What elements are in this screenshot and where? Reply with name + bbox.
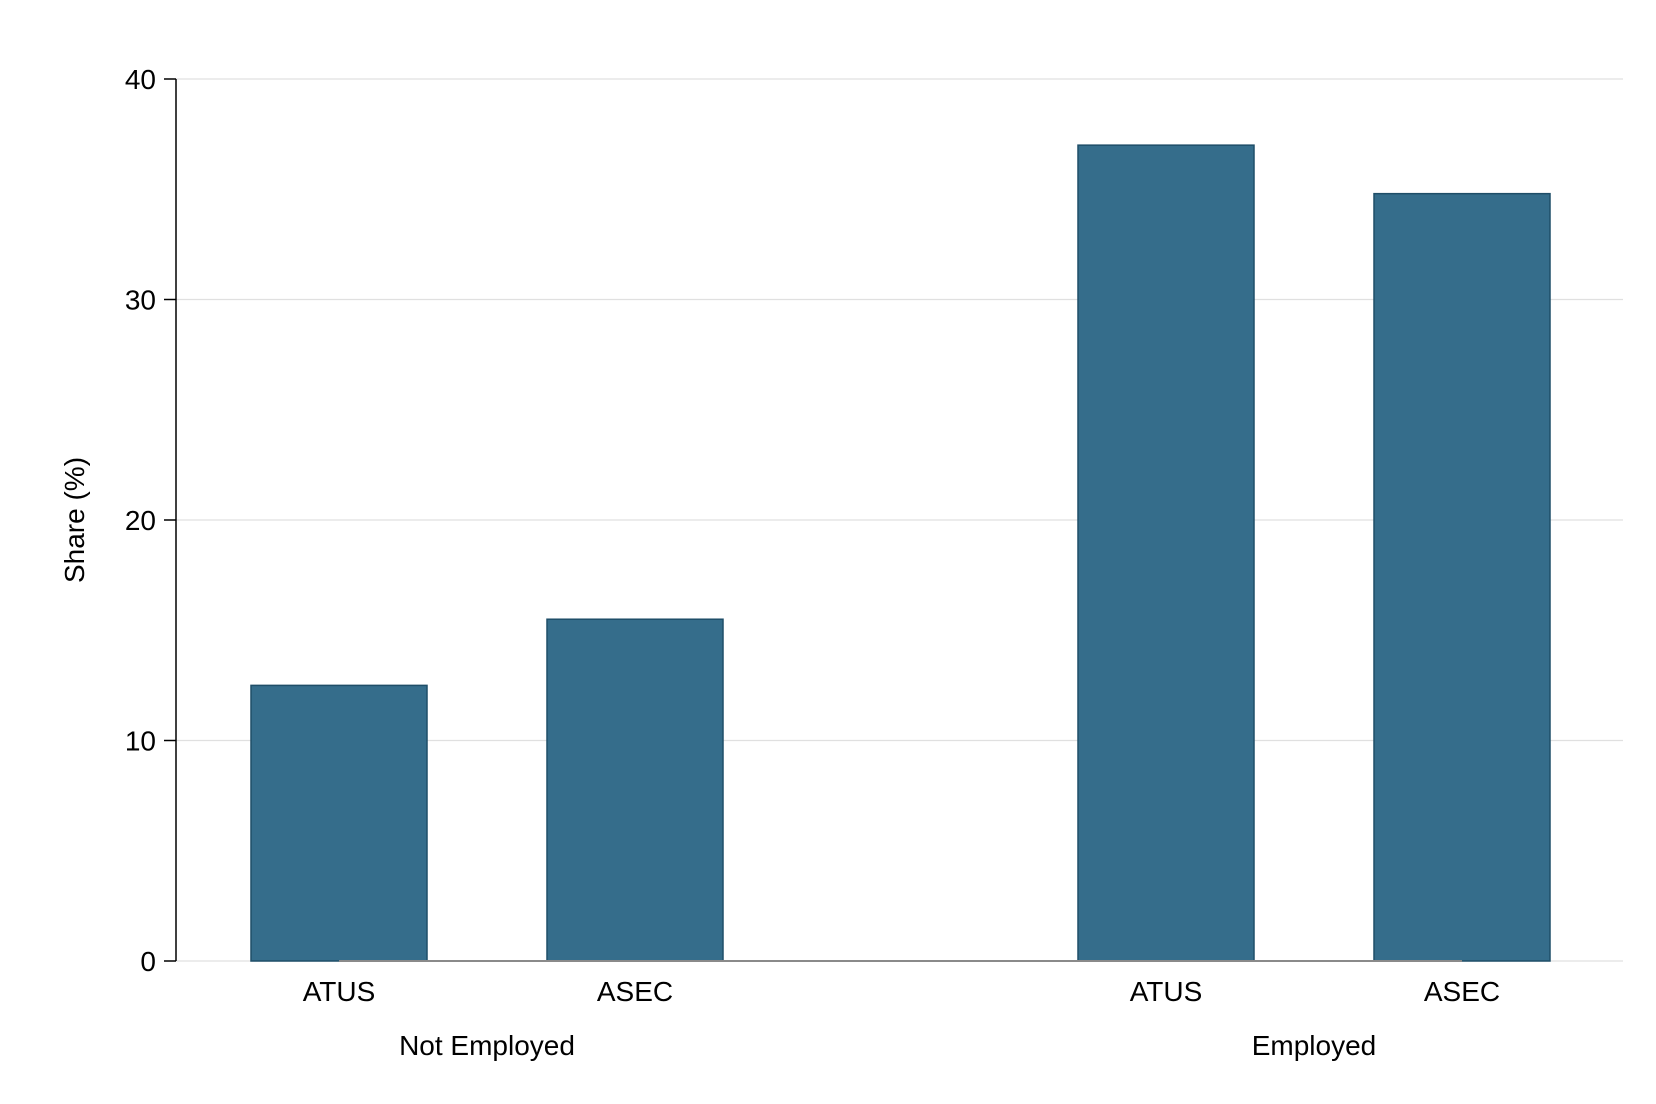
y-axis-title: Share (%)	[59, 457, 90, 583]
bar-not-employed-asec	[546, 618, 724, 962]
y-tick-label-0: 0	[140, 946, 156, 977]
x-group-label: Not Employed	[399, 1030, 575, 1061]
x-category-label: ASEC	[597, 976, 673, 1007]
y-tick-label-10: 10	[125, 726, 156, 757]
x-category-label: ASEC	[1424, 976, 1500, 1007]
x-category-label: ATUS	[1130, 976, 1203, 1007]
axes	[164, 78, 1462, 962]
x-category-label: ATUS	[303, 976, 376, 1007]
x-group-label: Employed	[1252, 1030, 1377, 1061]
bar-not-employed-atus	[250, 684, 428, 962]
bar-employed-atus	[1077, 144, 1255, 962]
y-tick-label-30: 30	[125, 285, 156, 316]
y-tick-label-40: 40	[125, 64, 156, 95]
y-tick-label-20: 20	[125, 505, 156, 536]
bars	[250, 144, 1551, 962]
bar-employed-asec	[1373, 192, 1551, 962]
labels: 0 10 20 30 40 ATUS ASEC Not Employed ATUS ASEC Emp…	[59, 64, 1500, 1061]
